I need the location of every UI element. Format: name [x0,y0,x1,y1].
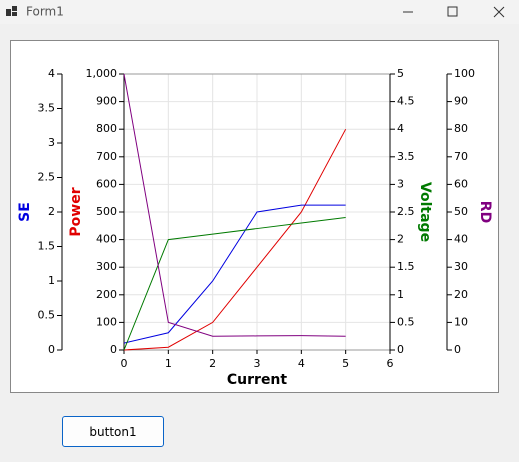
y-tick-label: 0 [110,343,117,356]
y-axis-title: RD [477,201,493,223]
y-tick-label: 900 [96,95,117,108]
y-tick-label: 5 [397,67,404,80]
y-tick-label: 3.5 [397,150,415,163]
series-line [123,204,346,344]
y-tick-label: 500 [96,205,117,218]
y-tick-label: 1.5 [38,240,56,253]
button[interactable]: button1 [62,416,164,447]
x-tick-label: 3 [254,357,261,370]
x-tick-label: 4 [298,357,305,370]
series-line [123,217,346,351]
x-tick-label: 0 [121,357,128,370]
x-axis-title: Current [227,372,288,388]
y-tick-label: 700 [96,150,117,163]
y-tick-label: 300 [96,260,117,273]
y-tick-label: 70 [454,150,468,163]
y-tick-label: 0 [48,343,55,356]
y-tick-label: 100 [454,67,475,80]
series-line [123,128,347,351]
y-tick-label: 1.5 [397,260,415,273]
close-button[interactable] [493,6,505,18]
y-tick-label: 200 [96,288,117,301]
y-tick-label: 0.5 [397,315,415,328]
maximize-button[interactable] [447,6,458,17]
y-tick-label: 20 [454,288,468,301]
y-tick-label: 100 [96,315,117,328]
y-tick-label: 50 [454,205,468,218]
y-tick-label: 400 [96,233,117,246]
y-tick-label: 3 [397,177,404,190]
y-tick-label: 1 [397,288,404,301]
x-tick-label: 6 [387,357,394,370]
y-tick-label: 2.5 [397,205,415,218]
y-tick-label: 0.5 [38,309,56,322]
y-tick-label: 1,000 [86,67,118,80]
x-tick-label: 1 [165,357,172,370]
window-title: Form1 [26,5,64,19]
y-tick-label: 40 [454,233,468,246]
y-tick-label: 1 [48,274,55,287]
y-tick-label: 4 [48,67,55,80]
series-line [123,73,346,337]
y-tick-label: 90 [454,95,468,108]
y-tick-label: 3 [48,136,55,149]
y-tick-label: 4.5 [397,95,415,108]
y-tick-label: 600 [96,177,117,190]
app-icon [6,6,17,16]
x-tick-label: 5 [342,357,349,370]
y-tick-label: 60 [454,177,468,190]
y-axis-title: Power [68,187,84,236]
y-tick-label: 0 [397,343,404,356]
y-tick-label: 3.5 [38,102,56,115]
x-tick-label: 2 [209,357,216,370]
y-tick-label: 2.5 [38,171,56,184]
title-bar [0,0,519,24]
y-tick-label: 10 [454,315,468,328]
y-tick-label: 2 [397,233,404,246]
y-tick-label: 2 [48,205,55,218]
y-tick-label: 30 [454,260,468,273]
y-tick-label: 80 [454,122,468,135]
y-tick-label: 4 [397,122,404,135]
y-tick-label: 800 [96,122,117,135]
y-axis-title: SE [17,202,33,222]
chart: 0 1 2 3 4 5 6Current01002003004005006007008009… [17,67,493,388]
y-axis-title: Voltage [417,182,433,242]
y-tick-label: 0 [454,343,461,356]
